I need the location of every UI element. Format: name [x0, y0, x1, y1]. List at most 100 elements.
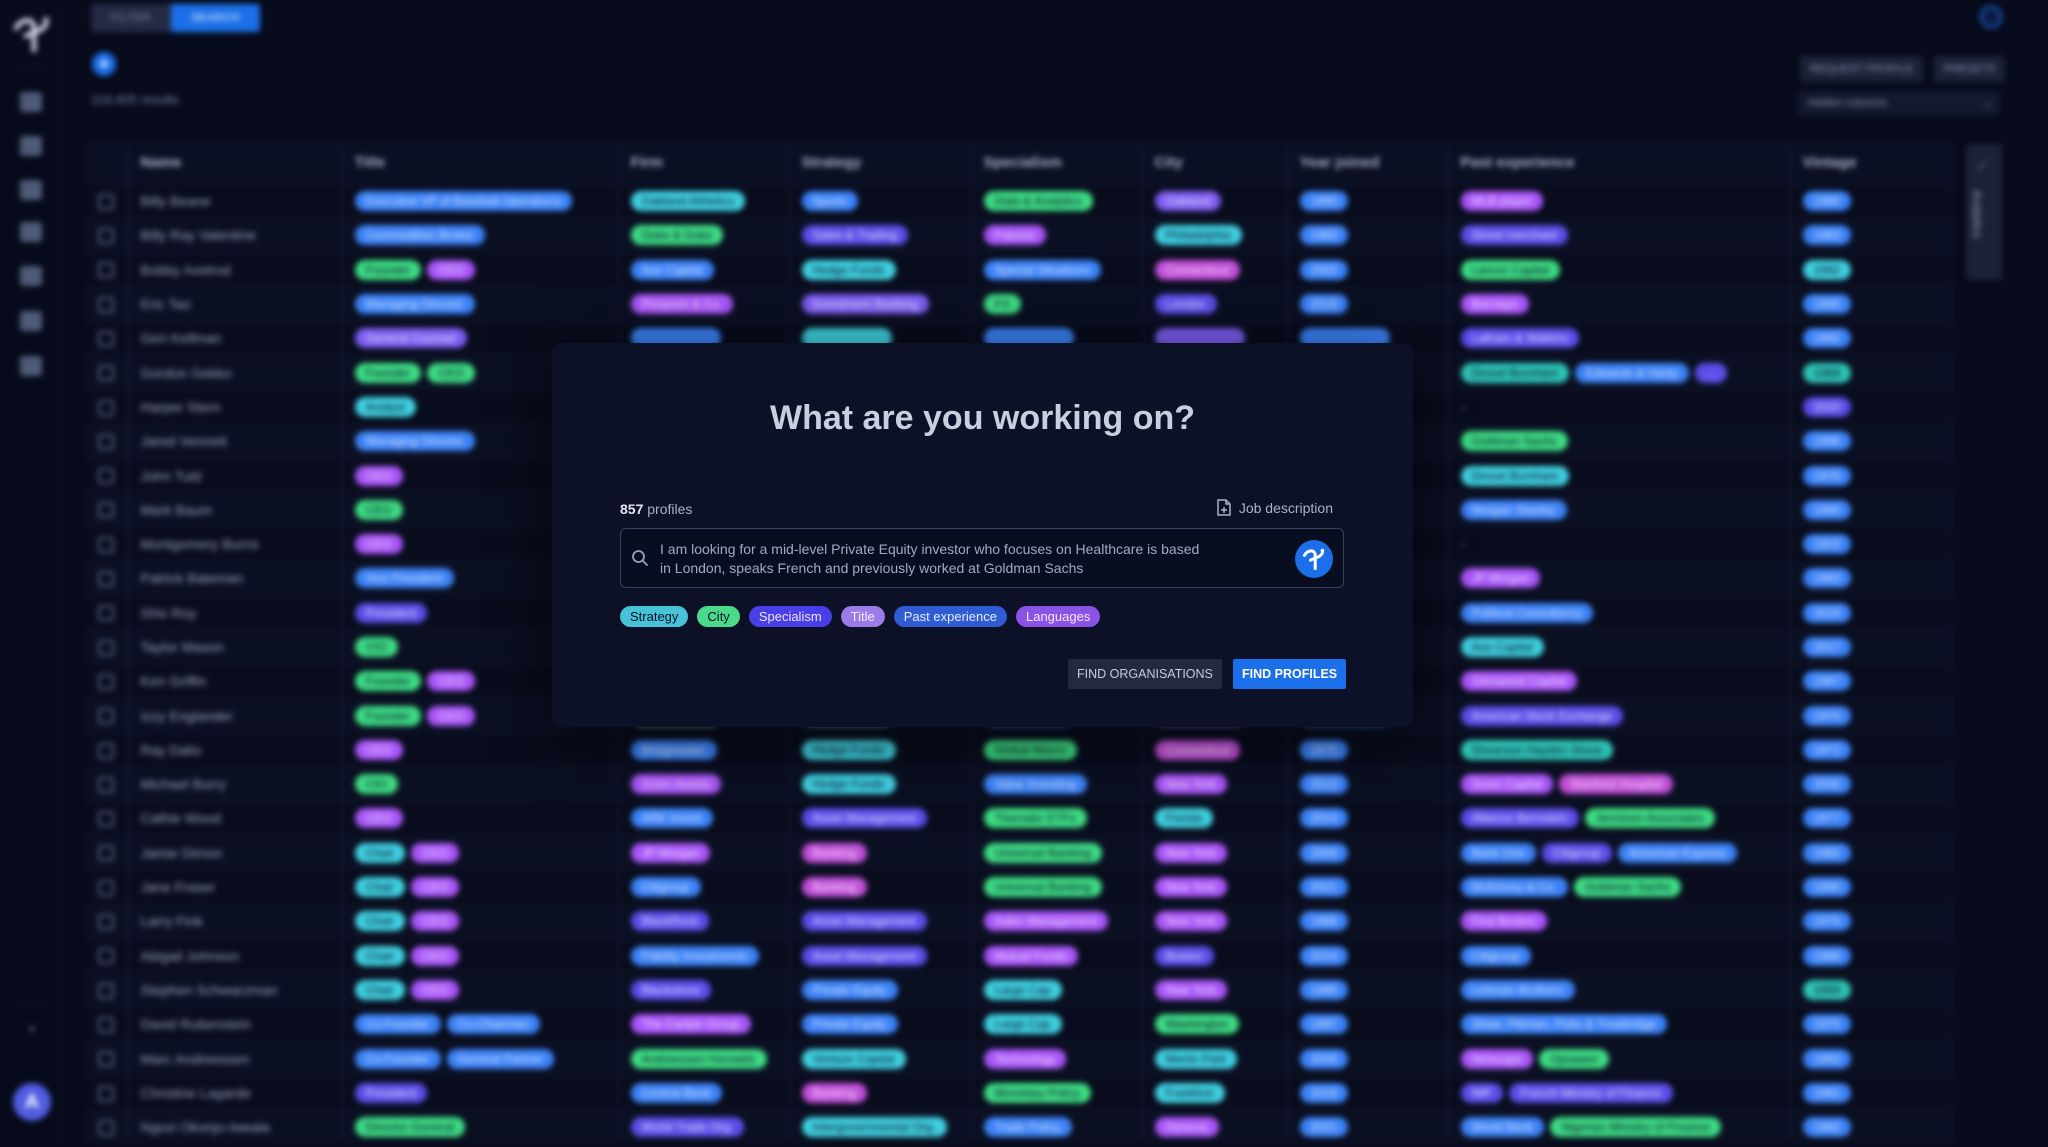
title-chip[interactable]: Founder [354, 705, 422, 726]
title-chip[interactable]: Executive VP of Baseball Operations [354, 191, 573, 212]
past-chip[interactable]: Political Consultancy [1460, 602, 1594, 623]
past-chip[interactable]: Morgan Stanley [1460, 499, 1567, 520]
strategy-chip[interactable]: Sales & Trading [801, 225, 909, 246]
row-checkbox[interactable] [98, 330, 114, 347]
name-cell[interactable]: Larry Fink [128, 903, 343, 939]
vintage-chip[interactable]: 1970 [1802, 1014, 1852, 1035]
vintage-chip[interactable]: 1990 [1802, 294, 1852, 315]
city-chip[interactable]: New York [1154, 774, 1228, 795]
specialism-chip[interactable]: FX [983, 294, 1021, 315]
specialism-chip[interactable]: Monetary Policy [983, 1082, 1091, 1103]
name-cell[interactable]: Mark Baum [128, 492, 343, 527]
firm-chip[interactable]: JP Morgan [630, 842, 711, 863]
year-chip[interactable]: 1975 [1299, 739, 1349, 760]
table-row[interactable]: Jane Fraser Chair CEO Citigroup Banking Unive… [86, 869, 1951, 905]
year-chip[interactable]: 1988 [1299, 911, 1349, 932]
vintage-chip[interactable]: 1969 [1802, 979, 1852, 1000]
name-cell[interactable]: Marc Andreessen [128, 1040, 343, 1076]
name-cell[interactable]: Patrick Bateman [128, 560, 343, 596]
specialism-chip[interactable]: Universal Banking [983, 877, 1103, 898]
specialism-chip[interactable]: Mutual Funds [983, 945, 1079, 966]
city-chip[interactable]: Florida [1154, 808, 1214, 829]
title-chip[interactable]: CEO [354, 499, 403, 520]
title-chip[interactable]: President [354, 1082, 428, 1103]
vintage-chip[interactable]: 1923 [1802, 534, 1852, 555]
past-chip[interactable]: - [1460, 398, 1466, 415]
table-row[interactable]: Marc Andreessen Co-Founder General Partner… [86, 1040, 1951, 1076]
strategy-chip[interactable]: Sports [801, 191, 859, 212]
name-cell[interactable]: Harper Stern [128, 389, 343, 425]
vintage-chip[interactable]: 1982 [1802, 842, 1852, 863]
analytics-icon[interactable] [20, 356, 42, 376]
title-chip[interactable]: CEO [411, 979, 460, 1000]
specialism-chip[interactable]: Index Management [983, 911, 1109, 932]
firm-chip[interactable]: The Carlyle Group [630, 1014, 751, 1035]
vintage-chip[interactable]: 1977 [1802, 808, 1852, 829]
title-chip[interactable]: Chair [354, 979, 406, 1000]
title-chip[interactable]: President [354, 602, 428, 623]
city-chip[interactable]: New York [1154, 877, 1228, 898]
vintage-chip[interactable]: 1970 [1802, 705, 1852, 726]
name-cell[interactable]: Eric Tao [128, 286, 343, 322]
past-chip[interactable]: Drexel Burnham [1460, 362, 1570, 383]
past-chip[interactable]: Goldman Sachs [1460, 431, 1568, 452]
strategy-chip[interactable]: Banking [801, 842, 867, 863]
column-header-title[interactable]: Title [342, 142, 619, 184]
people-icon[interactable] [20, 136, 42, 156]
past-chip[interactable]: Jennison Associates [1584, 808, 1716, 829]
strategy-chip[interactable]: Intergovernmental Org. [801, 1117, 947, 1138]
table-row[interactable]: Ngozi Okonjo-Iweala Director-General World… [86, 1109, 1951, 1145]
strategy-chip[interactable]: Hedge Funds [801, 259, 896, 280]
past-chip[interactable]: Axe Capital [1460, 637, 1544, 657]
past-chip[interactable]: Glenwood Capital [1460, 671, 1578, 692]
past-chip[interactable]: Bank One [1460, 842, 1536, 863]
specialism-chip[interactable]: Futures [983, 225, 1047, 246]
column-header-firm[interactable]: Firm [618, 142, 790, 184]
title-chip[interactable]: Chair [354, 877, 406, 898]
year-chip[interactable]: 1985 [1299, 979, 1349, 1000]
vintage-chip[interactable]: 1982 [1802, 1117, 1852, 1138]
past-chip[interactable]: Lancer Capital [1460, 259, 1560, 280]
title-chip[interactable]: Commodities Broker [354, 225, 486, 246]
firm-chip[interactable]: BlackRock [630, 911, 710, 932]
name-cell[interactable]: Montgomery Burns [128, 526, 343, 562]
title-chip[interactable]: CEO [427, 259, 476, 280]
past-chip[interactable]: American Stock Exchange [1460, 705, 1624, 726]
title-chip[interactable]: CEO [427, 705, 476, 726]
specialism-chip[interactable]: Data & Analytics [983, 191, 1093, 212]
past-chip[interactable]: IMF [1460, 1082, 1504, 1103]
column-header-vintage[interactable]: Vintage [1790, 142, 1951, 184]
vintage-chip[interactable]: 1992 [1802, 328, 1852, 349]
title-chip[interactable]: General Partner [446, 1048, 554, 1069]
app-logo-icon[interactable] [12, 14, 52, 54]
name-cell[interactable]: Cathie Wood [128, 800, 343, 836]
city-chip[interactable]: Philadelphia [1154, 225, 1242, 246]
year-chip[interactable]: 2014 [1299, 808, 1349, 829]
title-chip[interactable]: CEO [411, 911, 460, 932]
title-chip[interactable]: CIO [354, 774, 398, 795]
name-cell[interactable]: Ken Griffin [128, 663, 343, 699]
name-cell[interactable]: Jane Fraser [128, 869, 343, 905]
past-chip[interactable]: - [1460, 536, 1466, 553]
title-chip[interactable]: Founder [354, 362, 422, 383]
title-chip[interactable]: Managing Director [354, 431, 475, 452]
row-checkbox[interactable] [98, 1085, 114, 1102]
city-chip[interactable]: London [1154, 294, 1217, 315]
past-chip[interactable]: American Express [1617, 842, 1738, 863]
add-button[interactable]: + [92, 52, 116, 76]
title-chip[interactable]: CEO [411, 945, 460, 966]
strategy-chip[interactable]: Private Equity [801, 979, 898, 1000]
past-chip[interactable]: Alliance Bernstein [1460, 808, 1579, 829]
name-cell[interactable]: Geri Kellman [128, 320, 343, 356]
tag-past-experience[interactable]: Past experience [893, 606, 1007, 627]
row-checkbox[interactable] [98, 296, 114, 313]
row-checkbox[interactable] [98, 845, 114, 862]
row-checkbox[interactable] [98, 399, 114, 416]
past-chip[interactable]: Citigroup [1541, 842, 1612, 863]
job-description-button[interactable]: Job description [1217, 499, 1333, 516]
column-header-city[interactable]: City [1142, 142, 1288, 184]
past-chip[interactable]: World Bank [1460, 1117, 1545, 1138]
table-row[interactable]: Cathie Wood CEO ARK Invest Asset Management… [86, 800, 1951, 836]
title-chip[interactable]: Director-General [354, 1117, 466, 1138]
city-chip[interactable]: Oakland [1154, 191, 1222, 212]
